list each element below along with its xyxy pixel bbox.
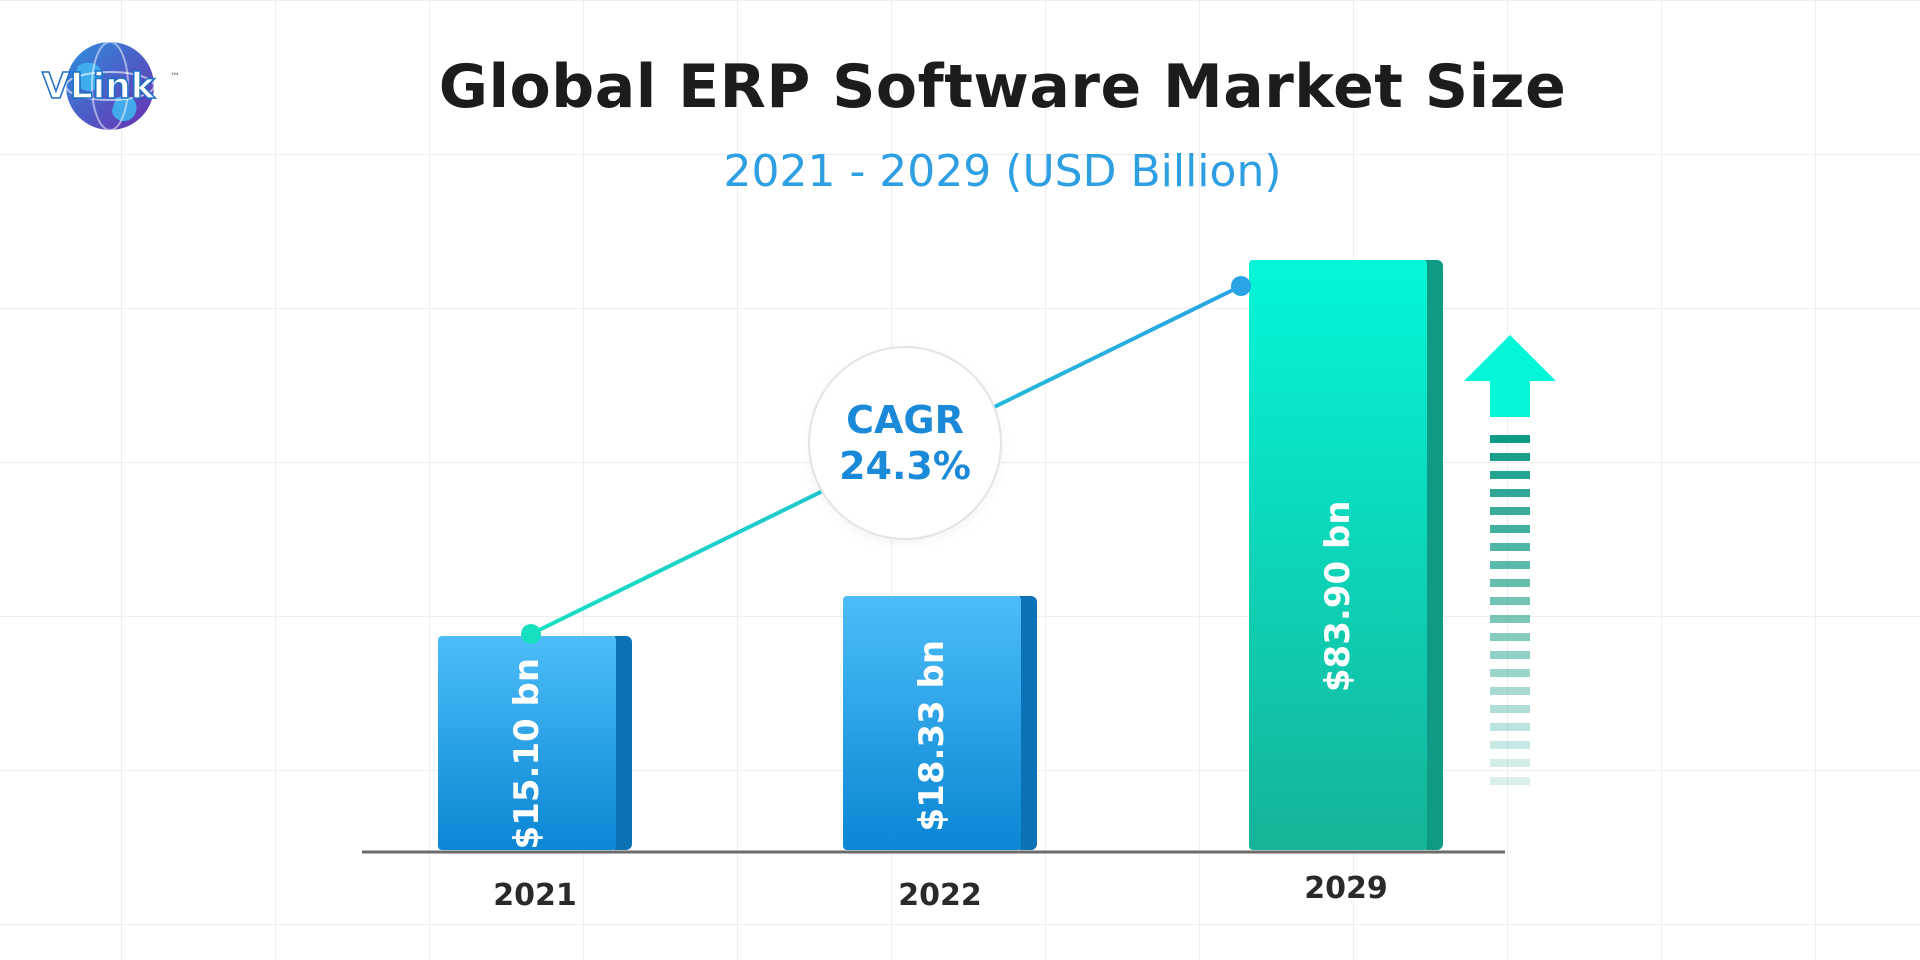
arrow-stripe [1490,705,1530,713]
chart-subtitle: 2021 - 2029 (USD Billion) [723,146,1282,197]
bar-2029 [1249,260,1427,850]
arrow-stripe [1490,489,1530,497]
cagr-value: 24.3% [839,444,971,488]
arrow-stripe [1490,471,1530,479]
arrow-stripe [1490,777,1530,785]
arrow-stripe [1490,507,1530,515]
chart-title: Global ERP Software Market Size [438,52,1567,122]
value-label-2029: $83.90 bn [1318,501,1358,693]
vlink-logo: VLink ™ [38,36,188,146]
arrow-stripe [1490,597,1530,605]
arrow-stripe [1490,435,1530,443]
cagr-badge: CAGR 24.3% [810,348,1000,538]
value-label-2022: $18.33 bn [912,640,952,832]
trend-point-start [521,624,541,644]
logo-text: VLink [42,66,156,107]
trend-point-end [1231,276,1251,296]
x-tick-2021: 2021 [493,878,577,913]
arrow-stripe [1490,525,1530,533]
arrow-stripe [1490,687,1530,695]
x-tick-2029: 2029 [1304,871,1388,906]
value-label-2021: $15.10 bn [507,658,547,850]
x-tick-2022: 2022 [898,878,982,913]
arrow-head [1464,335,1556,417]
bar-2022 [843,596,1021,850]
arrow-stripe [1490,651,1530,659]
arrow-stripe [1490,561,1530,569]
arrow-stripe [1490,741,1530,749]
arrow-stripe [1490,633,1530,641]
arrow-stripe [1490,723,1530,731]
arrow-stripe [1490,579,1530,587]
cagr-label: CAGR [846,398,964,442]
logo-trademark: ™ [170,72,180,83]
arrow-stripe [1490,759,1530,767]
arrow-stripe [1490,669,1530,677]
arrow-stripe [1490,543,1530,551]
arrow-stripe [1490,615,1530,623]
growth-arrow-icon [1464,335,1556,785]
bar-2021 [438,636,616,850]
arrow-stripe [1490,453,1530,461]
